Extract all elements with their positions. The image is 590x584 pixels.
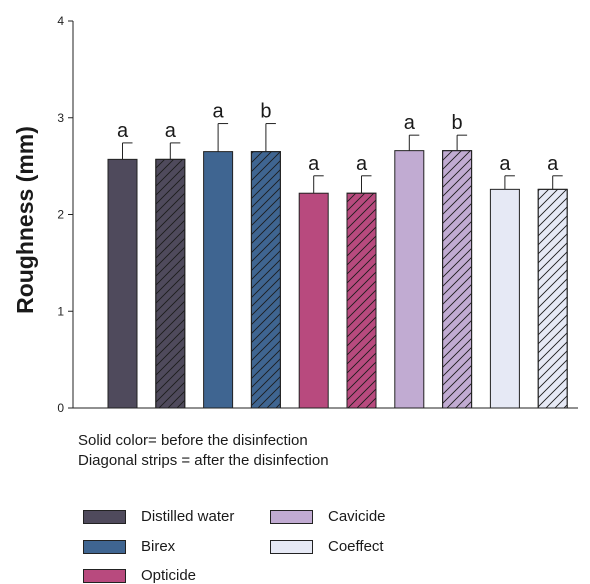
roughness-bar-chart: 0 1 2 3 4 a a a b a a a b a a Roughness (mm) [12,14,578,415]
legend-item: Distilled water [83,508,234,525]
bar-solid [394,150,425,409]
legend-swatch [83,509,126,524]
significance-letter: b [452,112,463,134]
y-tick-label: 0 [57,401,64,415]
legend-item: Cavicide [270,508,386,525]
legend-swatch [270,509,313,524]
legend-label: Cavicide [328,508,386,525]
significance-letter: a [404,112,416,134]
significance-letter: a [356,153,368,175]
bars [107,123,568,409]
y-tick-label: 2 [57,208,64,222]
significance-letter: b [260,101,271,123]
significance-letter: a [308,153,320,175]
legend-label: Opticide [141,567,197,584]
significance-letter: a [117,120,129,142]
bar-solid [298,192,329,409]
bar-solid [203,151,234,409]
y-tick-label: 4 [57,14,64,28]
bar-hatch-overlay [442,150,473,409]
note-solid: Solid color= before the disinfection [78,432,308,449]
significance-letter: a [213,101,225,123]
bar-hatch-overlay [346,192,377,409]
legend-swatch [83,568,126,583]
bar-hatch-overlay [537,188,568,409]
bar-solid [107,158,138,409]
legend-label: Birex [141,538,176,555]
legend-item: Opticide [83,567,196,584]
legend-label: Distilled water [141,508,235,525]
legend-label: Coeffect [328,538,384,555]
y-tick-label: 3 [57,111,64,125]
legend-item: Coeffect [270,538,384,555]
bar-solid [489,188,520,409]
legend-item: Birex [83,538,175,555]
significance-letter: a [165,120,177,142]
legend-swatch [83,539,126,554]
legend-swatch [270,539,313,554]
significance-letters: a a a b a a a b a a [117,101,559,175]
significance-letter: a [499,153,511,175]
note-striped: Diagonal strips = after the disinfection [78,452,329,469]
bar-hatch-overlay [155,158,186,409]
y-axis-label: Roughness (mm) [12,126,38,314]
bar-hatch-overlay [250,151,281,409]
y-tick-label: 1 [57,304,64,318]
significance-letter: a [547,153,559,175]
